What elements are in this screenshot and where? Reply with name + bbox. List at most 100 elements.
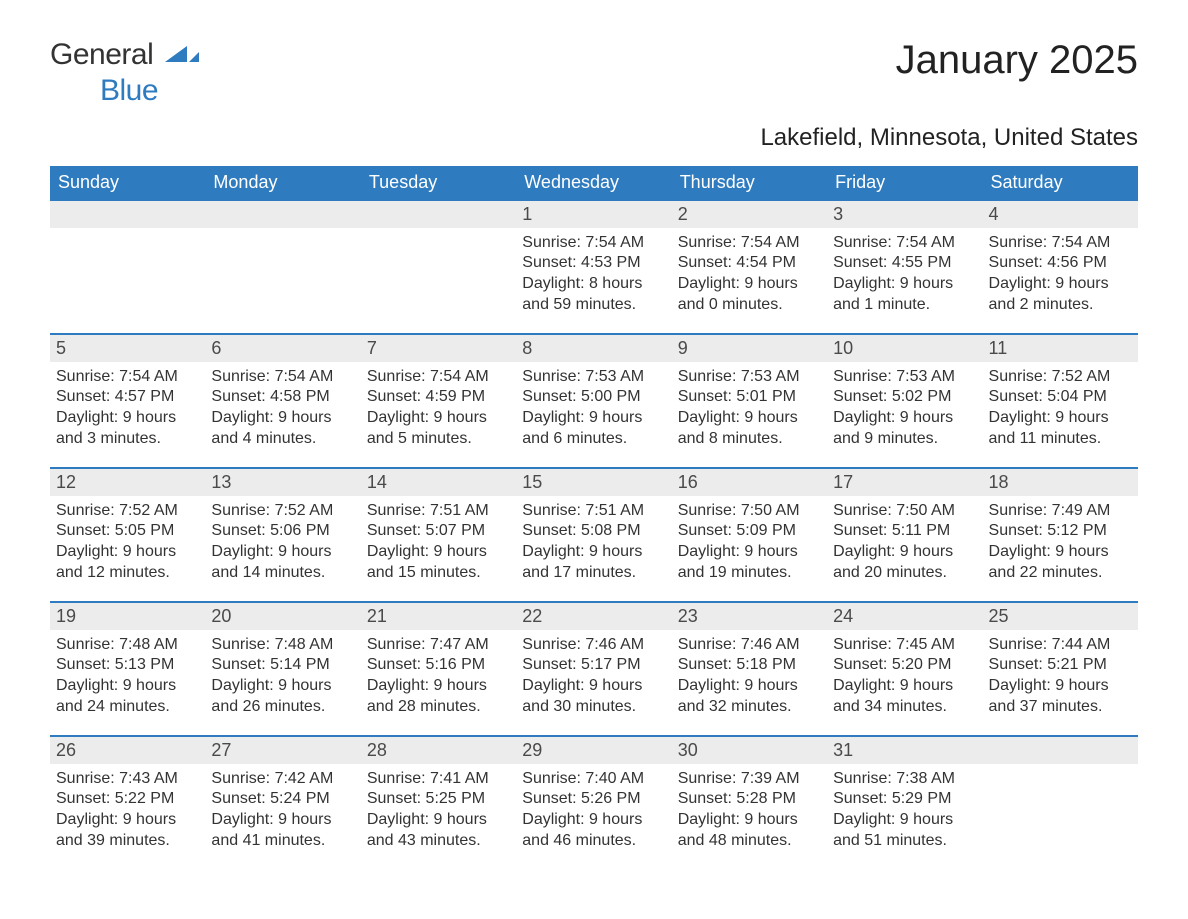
sunset-text: Sunset: 5:29 PM (833, 789, 976, 810)
day-number: 23 (672, 601, 827, 630)
day-details: Sunrise: 7:44 AMSunset: 5:21 PMDaylight:… (983, 630, 1138, 722)
sunrise-text: Sunrise: 7:54 AM (56, 367, 199, 388)
calendar-cell: 20Sunrise: 7:48 AMSunset: 5:14 PMDayligh… (205, 601, 360, 735)
daylight-text: Daylight: 9 hours and 51 minutes. (833, 810, 976, 852)
day-header: Tuesday (361, 166, 516, 199)
day-number: 5 (50, 333, 205, 362)
calendar-cell: 21Sunrise: 7:47 AMSunset: 5:16 PMDayligh… (361, 601, 516, 735)
page-title: January 2025 (896, 40, 1138, 80)
day-details: Sunrise: 7:39 AMSunset: 5:28 PMDaylight:… (672, 764, 827, 856)
sunset-text: Sunset: 5:12 PM (989, 521, 1132, 542)
sunset-text: Sunset: 5:01 PM (678, 387, 821, 408)
sunrise-text: Sunrise: 7:42 AM (211, 769, 354, 790)
sunset-text: Sunset: 5:16 PM (367, 655, 510, 676)
day-details: Sunrise: 7:52 AMSunset: 5:04 PMDaylight:… (983, 362, 1138, 454)
day-details: Sunrise: 7:54 AMSunset: 4:56 PMDaylight:… (983, 228, 1138, 320)
calendar-cell: 2Sunrise: 7:54 AMSunset: 4:54 PMDaylight… (672, 199, 827, 333)
daylight-text: Daylight: 9 hours and 48 minutes. (678, 810, 821, 852)
daylight-text: Daylight: 9 hours and 12 minutes. (56, 542, 199, 584)
day-details: Sunrise: 7:54 AMSunset: 4:53 PMDaylight:… (516, 228, 671, 320)
sunrise-text: Sunrise: 7:44 AM (989, 635, 1132, 656)
sunset-text: Sunset: 5:00 PM (522, 387, 665, 408)
day-number: 17 (827, 467, 982, 496)
daylight-text: Daylight: 9 hours and 41 minutes. (211, 810, 354, 852)
day-number: 1 (516, 199, 671, 228)
calendar-cell: 17Sunrise: 7:50 AMSunset: 5:11 PMDayligh… (827, 467, 982, 601)
day-details: Sunrise: 7:48 AMSunset: 5:14 PMDaylight:… (205, 630, 360, 722)
sunset-text: Sunset: 4:58 PM (211, 387, 354, 408)
day-details: Sunrise: 7:54 AMSunset: 4:59 PMDaylight:… (361, 362, 516, 454)
daylight-text: Daylight: 9 hours and 46 minutes. (522, 810, 665, 852)
calendar-cell: 15Sunrise: 7:51 AMSunset: 5:08 PMDayligh… (516, 467, 671, 601)
calendar-cell: 29Sunrise: 7:40 AMSunset: 5:26 PMDayligh… (516, 735, 671, 869)
sunset-text: Sunset: 4:53 PM (522, 253, 665, 274)
sunrise-text: Sunrise: 7:38 AM (833, 769, 976, 790)
sunset-text: Sunset: 5:05 PM (56, 521, 199, 542)
day-number: 15 (516, 467, 671, 496)
calendar-table: Sunday Monday Tuesday Wednesday Thursday… (50, 166, 1138, 869)
sunrise-text: Sunrise: 7:53 AM (522, 367, 665, 388)
day-header: Wednesday (516, 166, 671, 199)
brand-mark-icon (165, 40, 199, 70)
daylight-text: Daylight: 9 hours and 1 minute. (833, 274, 976, 316)
sunrise-text: Sunrise: 7:54 AM (678, 233, 821, 254)
sunset-text: Sunset: 5:04 PM (989, 387, 1132, 408)
day-details: Sunrise: 7:47 AMSunset: 5:16 PMDaylight:… (361, 630, 516, 722)
day-details: Sunrise: 7:53 AMSunset: 5:01 PMDaylight:… (672, 362, 827, 454)
day-details: Sunrise: 7:54 AMSunset: 4:57 PMDaylight:… (50, 362, 205, 454)
day-number: 7 (361, 333, 516, 362)
daylight-text: Daylight: 9 hours and 32 minutes. (678, 676, 821, 718)
day-number: 31 (827, 735, 982, 764)
calendar-week-row: 1Sunrise: 7:54 AMSunset: 4:53 PMDaylight… (50, 199, 1138, 333)
daylight-text: Daylight: 9 hours and 14 minutes. (211, 542, 354, 584)
day-number: 2 (672, 199, 827, 228)
calendar-cell: 4Sunrise: 7:54 AMSunset: 4:56 PMDaylight… (983, 199, 1138, 333)
daylight-text: Daylight: 9 hours and 15 minutes. (367, 542, 510, 584)
day-details: Sunrise: 7:54 AMSunset: 4:58 PMDaylight:… (205, 362, 360, 454)
calendar-cell: 16Sunrise: 7:50 AMSunset: 5:09 PMDayligh… (672, 467, 827, 601)
day-details: Sunrise: 7:48 AMSunset: 5:13 PMDaylight:… (50, 630, 205, 722)
sunset-text: Sunset: 5:17 PM (522, 655, 665, 676)
calendar-cell: 31 Sunrise: 7:38 AMSunset: 5:29 PMDayligh… (827, 735, 982, 869)
daylight-text: Daylight: 9 hours and 5 minutes. (367, 408, 510, 450)
day-details: Sunrise: 7:49 AMSunset: 5:12 PMDaylight:… (983, 496, 1138, 588)
sunrise-text: Sunrise: 7:54 AM (833, 233, 976, 254)
day-number: 21 (361, 601, 516, 630)
daylight-text: Daylight: 9 hours and 39 minutes. (56, 810, 199, 852)
sunset-text: Sunset: 4:56 PM (989, 253, 1132, 274)
sunset-text: Sunset: 5:07 PM (367, 521, 510, 542)
sunset-text: Sunset: 5:22 PM (56, 789, 199, 810)
calendar-cell: 30Sunrise: 7:39 AMSunset: 5:28 PMDayligh… (672, 735, 827, 869)
calendar-cell: 13Sunrise: 7:52 AMSunset: 5:06 PMDayligh… (205, 467, 360, 601)
sunset-text: Sunset: 5:09 PM (678, 521, 821, 542)
day-details: Sunrise: 7:50 AMSunset: 5:09 PMDaylight:… (672, 496, 827, 588)
sunset-text: Sunset: 5:13 PM (56, 655, 199, 676)
calendar-week-row: 5Sunrise: 7:54 AMSunset: 4:57 PMDaylight… (50, 333, 1138, 467)
calendar-cell: 8Sunrise: 7:53 AMSunset: 5:00 PMDaylight… (516, 333, 671, 467)
sunrise-text: Sunrise: 7:41 AM (367, 769, 510, 790)
calendar-cell: 6Sunrise: 7:54 AMSunset: 4:58 PMDaylight… (205, 333, 360, 467)
calendar-cell (983, 735, 1138, 869)
calendar-cell: 25Sunrise: 7:44 AMSunset: 5:21 PMDayligh… (983, 601, 1138, 735)
sunset-text: Sunset: 5:25 PM (367, 789, 510, 810)
calendar-cell: 22Sunrise: 7:46 AMSunset: 5:17 PMDayligh… (516, 601, 671, 735)
day-number: 20 (205, 601, 360, 630)
day-header: Friday (827, 166, 982, 199)
calendar-cell: 19Sunrise: 7:48 AMSunset: 5:13 PMDayligh… (50, 601, 205, 735)
day-number: 16 (672, 467, 827, 496)
calendar-cell: 11Sunrise: 7:52 AMSunset: 5:04 PMDayligh… (983, 333, 1138, 467)
calendar-cell (205, 199, 360, 333)
calendar-cell: 18Sunrise: 7:49 AMSunset: 5:12 PMDayligh… (983, 467, 1138, 601)
sunrise-text: Sunrise: 7:47 AM (367, 635, 510, 656)
sunrise-text: Sunrise: 7:54 AM (211, 367, 354, 388)
sunset-text: Sunset: 5:20 PM (833, 655, 976, 676)
day-details: Sunrise: 7:52 AMSunset: 5:05 PMDaylight:… (50, 496, 205, 588)
day-details: Sunrise: 7:41 AMSunset: 5:25 PMDaylight:… (361, 764, 516, 856)
calendar-cell: 9Sunrise: 7:53 AMSunset: 5:01 PMDaylight… (672, 333, 827, 467)
day-details: Sunrise: 7:54 AMSunset: 4:54 PMDaylight:… (672, 228, 827, 320)
calendar-cell: 14Sunrise: 7:51 AMSunset: 5:07 PMDayligh… (361, 467, 516, 601)
day-details: Sunrise: 7:51 AMSunset: 5:08 PMDaylight:… (516, 496, 671, 588)
calendar-cell: 5Sunrise: 7:54 AMSunset: 4:57 PMDaylight… (50, 333, 205, 467)
calendar-cell: 1Sunrise: 7:54 AMSunset: 4:53 PMDaylight… (516, 199, 671, 333)
daylight-text: Daylight: 9 hours and 34 minutes. (833, 676, 976, 718)
